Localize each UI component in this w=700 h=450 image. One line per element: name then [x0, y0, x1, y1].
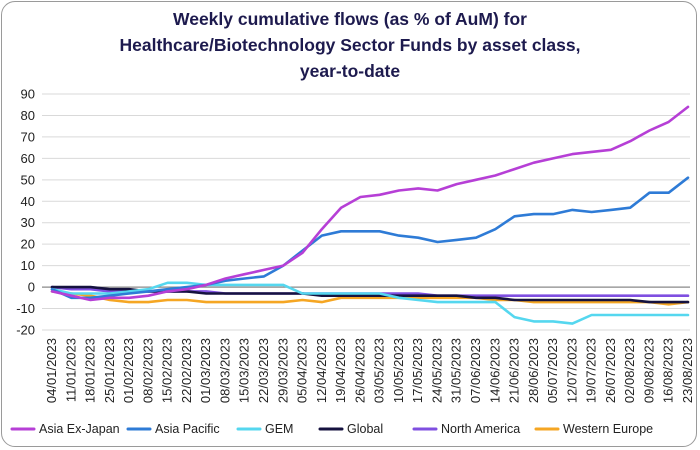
legend-label: Western Europe [563, 422, 653, 436]
y-tick-label: 50 [21, 172, 35, 187]
series-line-asia-ex-japan [50, 105, 690, 302]
x-tick-label: 23/08/2023 [680, 338, 695, 403]
x-tick-label: 29/03/2023 [275, 338, 290, 403]
x-tick-label: 09/08/2023 [641, 338, 656, 403]
series-line-gem [50, 281, 690, 325]
x-tick-label: 19/07/2023 [584, 338, 599, 403]
chart-title-line-1: Weekly cumulative flows (as % of AuM) fo… [173, 9, 527, 29]
legend-label: North America [441, 422, 520, 436]
y-tick-label: 10 [21, 258, 35, 273]
legend-label: Global [347, 422, 383, 436]
x-tick-label: 05/04/2023 [295, 338, 310, 403]
y-axis: -20 -10 0 10 20 30 40 50 60 70 80 90 [16, 87, 35, 338]
series-lines [50, 105, 690, 325]
x-tick-label: 01/03/2023 [198, 338, 213, 403]
x-tick-label: 22/03/2023 [256, 338, 271, 403]
y-tick-label: 40 [21, 194, 35, 209]
x-tick-label: 21/06/2023 [507, 338, 522, 403]
y-tick-label: -10 [16, 301, 35, 316]
chart-title: Weekly cumulative flows (as % of AuM) fo… [0, 6, 700, 84]
x-tick-label: 08/03/2023 [217, 338, 232, 403]
y-tick-label: -20 [16, 323, 35, 338]
x-tick-label: 16/08/2023 [661, 338, 676, 403]
y-tick-label: 30 [21, 215, 35, 230]
x-tick-label: 04/01/2023 [44, 338, 59, 403]
x-tick-label: 14/06/2023 [487, 338, 502, 403]
x-tick-label: 11/01/2023 [63, 338, 78, 402]
grid [42, 93, 690, 331]
chart-title-line-3: year-to-date [299, 61, 401, 81]
x-tick-label: 22/02/2023 [179, 338, 194, 403]
legend-label: Asia Ex-Japan [39, 422, 120, 436]
x-axis: 04/01/2023 11/01/2023 18/01/2023 25/01/2023… [44, 338, 695, 403]
x-tick-label: 12/04/2023 [314, 338, 329, 403]
x-tick-label: 05/07/2023 [545, 338, 560, 403]
y-tick-label: 20 [21, 237, 35, 252]
x-tick-label: 26/07/2023 [603, 338, 618, 403]
x-tick-label: 01/02/2023 [121, 338, 136, 403]
x-tick-label: 25/01/2023 [102, 338, 117, 403]
x-tick-label: 31/05/2023 [449, 338, 464, 403]
legend-label: GEM [265, 422, 293, 436]
legend: Asia Ex-Japan Asia Pacific GEM Global North … [10, 422, 653, 436]
y-tick-label: 90 [21, 87, 35, 102]
y-tick-label: 80 [21, 108, 35, 123]
x-tick-label: 07/06/2023 [468, 338, 483, 403]
x-tick-label: 02/08/2023 [622, 338, 637, 403]
series-line-asia-pacific [50, 176, 690, 300]
x-tick-label: 26/04/2023 [352, 338, 367, 403]
x-tick-label: 15/02/2023 [160, 338, 175, 403]
series-line-western-europe [50, 290, 690, 306]
x-tick-label: 19/04/2023 [333, 338, 348, 403]
x-tick-label: 10/05/2023 [391, 338, 406, 403]
y-tick-label: 0 [28, 280, 35, 295]
chart-title-line-2: Healthcare/Biotechnology Sector Funds by… [119, 35, 581, 55]
y-tick-label: 60 [21, 151, 35, 166]
x-tick-label: 18/01/2023 [83, 338, 98, 403]
x-tick-label: 28/06/2023 [526, 338, 541, 403]
x-tick-label: 03/05/2023 [372, 338, 387, 403]
x-tick-label: 12/07/2023 [564, 338, 579, 403]
x-tick-label: 15/03/2023 [237, 338, 252, 403]
x-tick-label: 24/05/2023 [429, 338, 444, 403]
legend-label: Asia Pacific [155, 422, 220, 436]
x-tick-label: 08/02/2023 [140, 338, 155, 403]
y-tick-label: 70 [21, 129, 35, 144]
x-tick-label: 17/05/2023 [410, 338, 425, 403]
